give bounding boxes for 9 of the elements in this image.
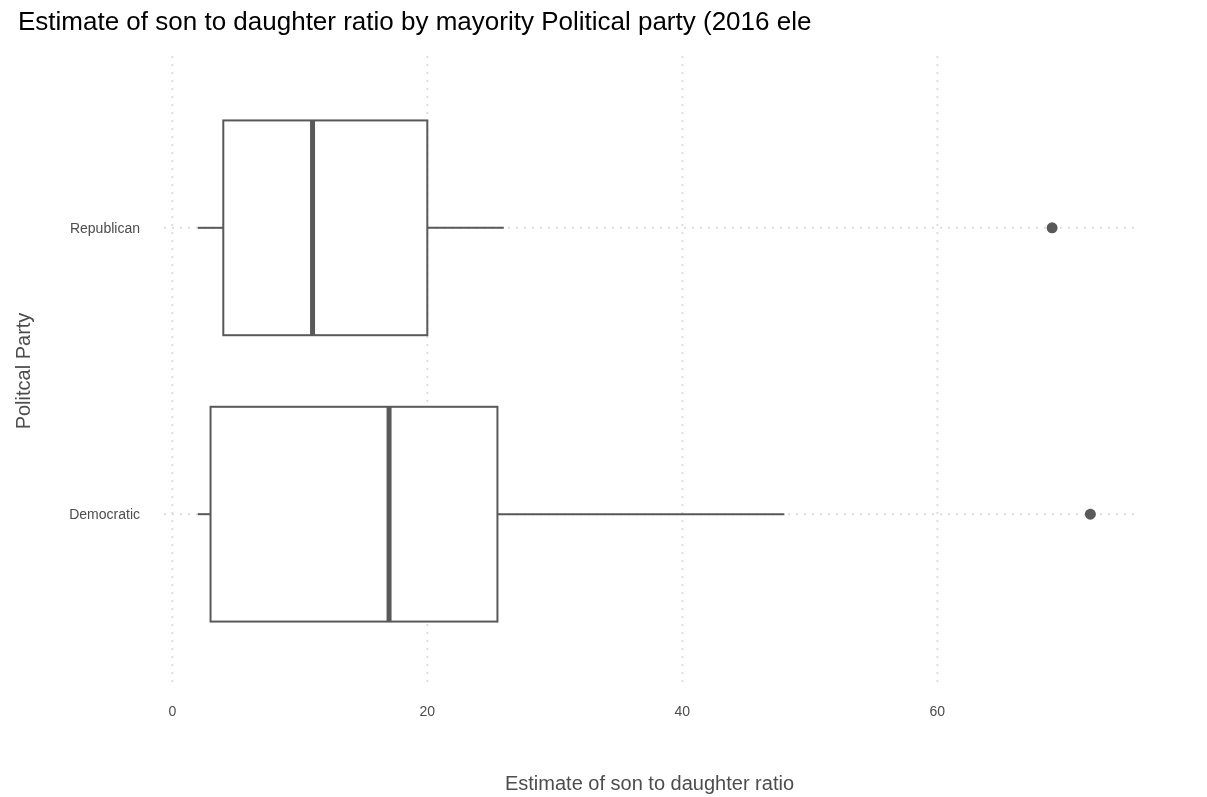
x-tick-label: 20 — [419, 703, 436, 719]
y-axis-title: Politcal Party — [12, 312, 34, 430]
y-tick-label: Democratic — [69, 506, 140, 523]
y-tick-label: Republican — [69, 219, 140, 236]
x-axis-title: Estimate of son to daughter ratio — [504, 772, 795, 794]
x-tick-label: 0 — [168, 703, 177, 719]
chart-title: Estimate of son to daughter ratio by mayority Political party (2016 ele — [18, 6, 812, 36]
x-tick-label: 60 — [929, 703, 946, 719]
x-tick-label: 40 — [674, 703, 691, 719]
